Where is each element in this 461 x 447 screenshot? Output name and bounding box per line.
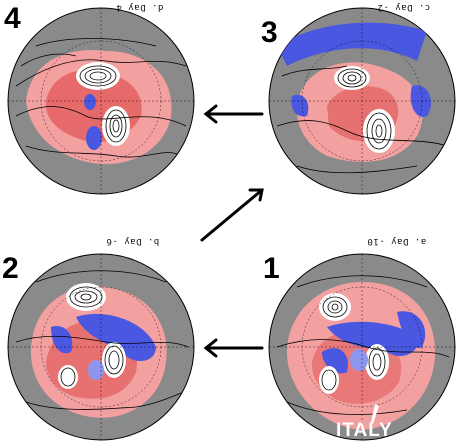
map-panel-1: 1 a. Day -10 ITALY (263, 236, 457, 442)
map-panel-3: 3 c. Day -2 (261, 2, 457, 196)
map-panel-4: 4 d. Day 4 (4, 2, 196, 196)
polar-map-3 (268, 7, 456, 195)
map-panel-2: 2 b. Day -6 (2, 236, 196, 442)
panel-number: 4 (4, 2, 21, 35)
panel-number: 1 (263, 252, 280, 285)
polar-map-2 (7, 253, 195, 441)
arrow-2-to-3 (200, 188, 264, 242)
panel-number: 3 (261, 16, 278, 49)
polar-map-4 (7, 7, 195, 195)
polar-map-1 (268, 253, 456, 441)
italy-pointer (371, 404, 379, 424)
panel-number: 2 (2, 252, 19, 285)
italy-label: ITALY (336, 420, 393, 441)
arrow-3-to-4 (203, 104, 264, 124)
arrow-1-to-2 (203, 338, 264, 358)
